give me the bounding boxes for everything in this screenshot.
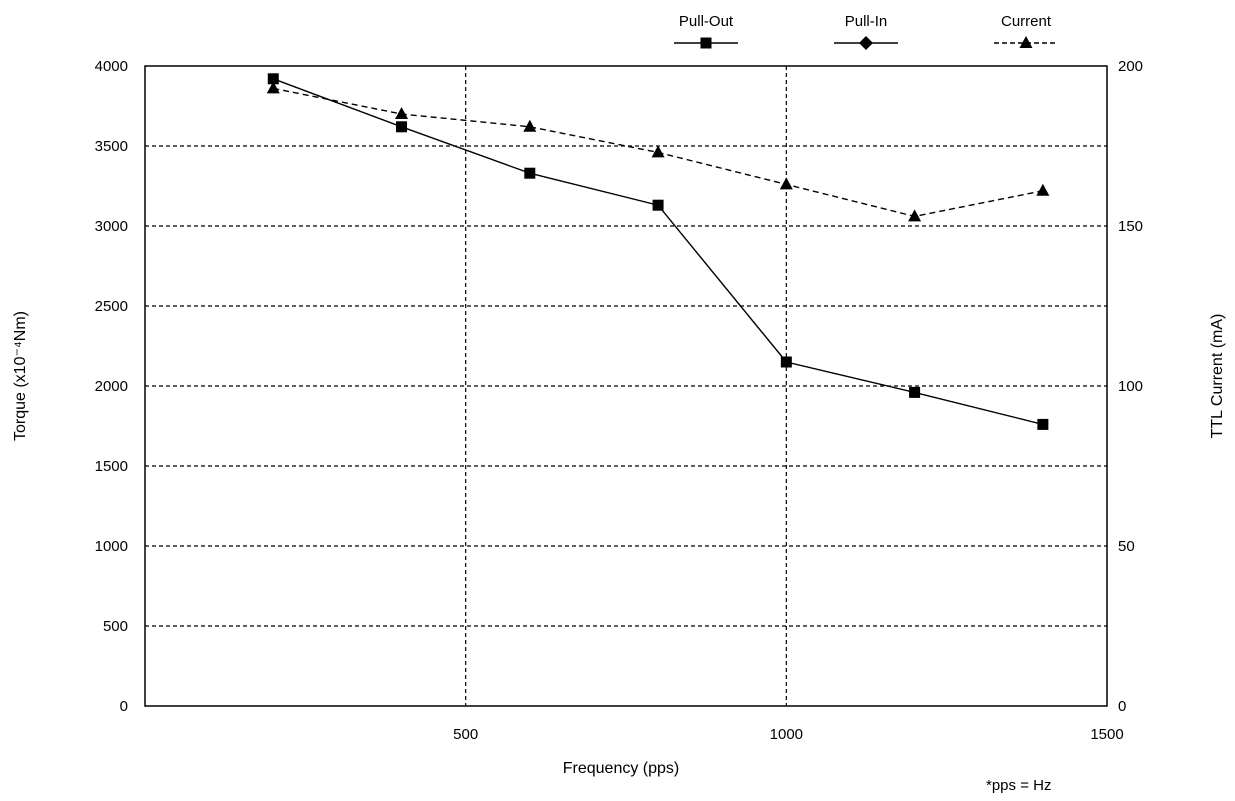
legend-label: Current	[1001, 13, 1052, 30]
right-tick-label: 150	[1118, 218, 1143, 235]
unit-note: *pps = Hz	[986, 777, 1051, 794]
left-tick-label: 3500	[95, 138, 128, 155]
x-tick-label: 1500	[1090, 726, 1123, 743]
x-axis-title: Frequency (pps)	[563, 760, 680, 777]
legend-marker	[1019, 36, 1033, 48]
series-group	[266, 73, 1050, 430]
plot-area-frame	[144, 65, 1108, 707]
right-tick-label: 200	[1118, 58, 1143, 75]
data-point-current	[523, 119, 537, 132]
data-point-pull-out	[396, 121, 408, 133]
left-tick-label: 1000	[95, 538, 128, 555]
right-axis-tick-labels: 0 50 100 150 200	[1118, 58, 1143, 715]
data-point-current	[266, 81, 280, 94]
left-tick-label: 4000	[95, 58, 128, 75]
data-point-pull-out	[524, 167, 536, 179]
data-point-current	[908, 209, 922, 222]
left-tick-label: 2000	[95, 378, 128, 395]
grid-lines	[145, 66, 1107, 706]
legend-item-current: Current	[994, 13, 1058, 48]
left-axis-title: Torque (x10⁻⁴Nm)	[12, 311, 29, 441]
data-point-pull-out	[652, 199, 664, 211]
data-point-pull-out	[267, 73, 279, 85]
right-tick-label: 50	[1118, 538, 1135, 555]
data-point-current	[395, 107, 409, 119]
legend-label: Pull-Out	[679, 13, 734, 30]
x-axis-tick-labels: 500 1000 1500	[453, 726, 1124, 743]
x-tick-label: 1000	[770, 726, 803, 743]
data-point-current	[779, 177, 793, 190]
left-tick-label: 500	[103, 618, 128, 635]
left-axis-tick-labels: 0 500 1000 1500 2000 2500 3000 3500 4000	[95, 58, 128, 715]
left-tick-label: 3000	[95, 218, 128, 235]
left-tick-label: 0	[120, 698, 128, 715]
left-tick-label: 2500	[95, 298, 128, 315]
legend: Pull-Out Pull-In Current	[674, 13, 1058, 50]
legend-marker	[700, 37, 712, 49]
series-current	[266, 81, 1050, 222]
data-point-pull-out	[909, 386, 921, 398]
right-tick-label: 100	[1118, 378, 1143, 395]
series-line-pull-out	[273, 78, 1044, 426]
legend-item-pull-out: Pull-Out	[674, 13, 738, 49]
left-tick-label: 1500	[95, 458, 128, 475]
right-tick-label: 0	[1118, 698, 1126, 715]
data-point-current	[651, 145, 665, 158]
data-point-current	[1036, 183, 1050, 196]
legend-item-pull-in: Pull-In	[834, 13, 898, 50]
right-axis-title: TTL Current (mA)	[1209, 314, 1226, 439]
data-point-pull-out	[780, 356, 792, 368]
legend-label: Pull-In	[845, 13, 888, 30]
legend-marker	[859, 36, 873, 50]
x-tick-label: 500	[453, 726, 478, 743]
series-pull-out	[267, 73, 1049, 430]
data-point-pull-out	[1037, 418, 1049, 430]
